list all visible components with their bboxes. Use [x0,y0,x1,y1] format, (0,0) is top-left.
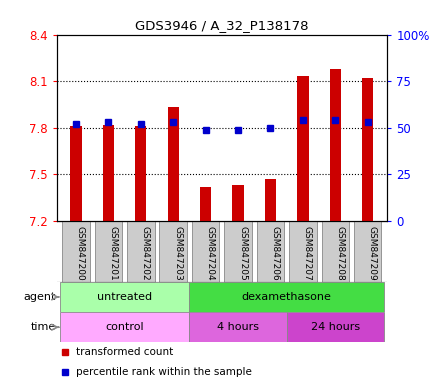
Text: GSM847205: GSM847205 [237,226,247,280]
FancyBboxPatch shape [59,312,189,343]
Text: dexamethasone: dexamethasone [241,292,331,302]
Text: GSM847204: GSM847204 [205,226,214,280]
Bar [102,124,114,221]
Text: GSM847208: GSM847208 [335,226,343,280]
Text: 24 hours: 24 hours [310,322,359,332]
Text: control: control [105,322,144,332]
Text: transformed count: transformed count [76,347,173,357]
FancyBboxPatch shape [59,282,189,312]
Title: GDS3946 / A_32_P138178: GDS3946 / A_32_P138178 [135,19,308,32]
FancyBboxPatch shape [286,312,383,343]
FancyBboxPatch shape [321,221,348,282]
FancyBboxPatch shape [353,221,381,282]
FancyBboxPatch shape [289,221,316,282]
Text: GSM847203: GSM847203 [173,226,182,280]
FancyBboxPatch shape [224,221,251,282]
FancyBboxPatch shape [189,282,383,312]
Bar [329,69,340,221]
Bar [167,108,178,221]
Text: percentile rank within the sample: percentile rank within the sample [76,367,252,377]
Bar [200,187,211,221]
Text: GSM847209: GSM847209 [367,226,376,280]
Bar [361,78,372,221]
Text: GSM847206: GSM847206 [270,226,279,280]
Bar [264,179,276,221]
Text: GSM847207: GSM847207 [302,226,311,280]
FancyBboxPatch shape [159,221,187,282]
FancyBboxPatch shape [256,221,283,282]
Text: time: time [30,322,56,332]
FancyBboxPatch shape [191,221,219,282]
Bar [70,126,82,221]
Text: 4 hours: 4 hours [217,322,259,332]
Bar [232,185,243,221]
FancyBboxPatch shape [189,312,286,343]
FancyBboxPatch shape [95,221,122,282]
FancyBboxPatch shape [62,221,89,282]
FancyBboxPatch shape [127,221,154,282]
Bar [135,126,146,221]
Text: untreated: untreated [97,292,152,302]
Text: GSM847202: GSM847202 [141,226,149,280]
Text: agent: agent [23,292,56,302]
Text: GSM847201: GSM847201 [108,226,117,280]
Text: GSM847200: GSM847200 [76,226,85,280]
Bar [296,76,308,221]
